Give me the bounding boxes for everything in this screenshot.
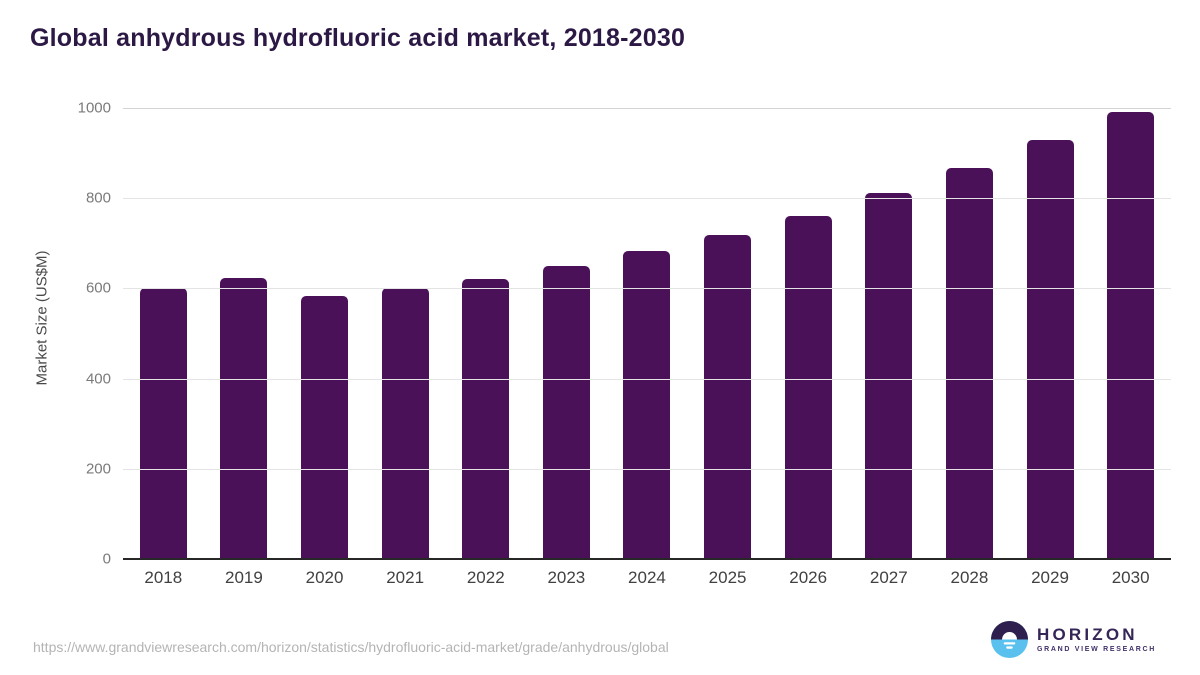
bar-slot-2027 bbox=[848, 108, 929, 559]
y-tick-label-0: 0 bbox=[102, 550, 111, 568]
x-tick-label-2021: 2021 bbox=[386, 568, 425, 587]
footer: https://www.grandviewresearch.com/horizo… bbox=[0, 617, 1200, 675]
bar-2029 bbox=[1026, 140, 1074, 559]
x-tick-label-2030: 2030 bbox=[1111, 568, 1150, 587]
bar-slot-2024 bbox=[607, 108, 688, 559]
bar-2023 bbox=[542, 266, 590, 559]
bar-slot-2026 bbox=[768, 108, 849, 559]
bar-slot-2020 bbox=[284, 108, 365, 559]
gridline-200 bbox=[123, 468, 1171, 470]
logo-name: HORIZON bbox=[1036, 624, 1138, 644]
bar-2018 bbox=[139, 287, 187, 559]
logo-text: HORIZON GRAND VIEW RESEARCH bbox=[1036, 624, 1156, 654]
bar-slot-2019 bbox=[204, 108, 285, 559]
y-axis-title: Market Size (US$M) bbox=[33, 250, 51, 386]
bar-slot-2022 bbox=[445, 108, 526, 559]
bar-slot-2030 bbox=[1090, 108, 1171, 559]
y-tick-label-1000: 1000 bbox=[77, 99, 111, 117]
x-tick-label-2029: 2029 bbox=[1031, 568, 1069, 587]
gridline-1000 bbox=[123, 108, 1171, 109]
bar-2025 bbox=[704, 234, 752, 559]
horizon-logo: HORIZON GRAND VIEW RESEARCH bbox=[990, 621, 1156, 658]
x-tick-label-2025: 2025 bbox=[708, 568, 747, 587]
bar-2030 bbox=[1107, 111, 1155, 559]
x-tick-label-2018: 2018 bbox=[144, 568, 183, 587]
bar-slot-2018 bbox=[123, 108, 204, 559]
bar-2021 bbox=[381, 288, 429, 559]
bar-2024 bbox=[623, 251, 671, 559]
x-tick-label-2020: 2020 bbox=[305, 568, 344, 587]
horizon-sunrise-icon bbox=[990, 621, 1028, 658]
bar-2022 bbox=[462, 278, 510, 559]
source-url: https://www.grandviewresearch.com/horizo… bbox=[33, 639, 669, 655]
gridline-400 bbox=[123, 378, 1171, 380]
x-tick-label-2019: 2019 bbox=[225, 568, 263, 587]
bar-slot-2028 bbox=[929, 108, 1010, 559]
chart-title: Global anhydrous hydrofluoric acid marke… bbox=[30, 24, 686, 52]
bar-slot-2029 bbox=[1010, 108, 1091, 559]
logo-subtitle: GRAND VIEW RESEARCH bbox=[1036, 646, 1156, 654]
bar-slot-2025 bbox=[687, 108, 768, 559]
y-tick-label-800: 800 bbox=[85, 189, 111, 207]
bar-2020 bbox=[301, 295, 349, 559]
plot-area: 0 200 400 600 800 1000 bbox=[78, 100, 1171, 568]
x-tick-label-2022: 2022 bbox=[466, 568, 505, 587]
bar-2019 bbox=[220, 278, 268, 559]
x-tick-label-2028: 2028 bbox=[950, 568, 989, 587]
x-tick-label-2026: 2026 bbox=[789, 568, 828, 587]
x-axis-line bbox=[123, 558, 1171, 560]
y-tick-label-400: 400 bbox=[85, 370, 111, 388]
y-tick-label-200: 200 bbox=[85, 460, 111, 478]
gridline-800 bbox=[123, 198, 1171, 200]
bar-slot-2023 bbox=[526, 108, 607, 559]
bar-2028 bbox=[945, 167, 993, 559]
bar-slot-2021 bbox=[365, 108, 446, 559]
bar-2027 bbox=[865, 193, 913, 559]
x-axis-tick-labels: 2018 2019 2020 2021 2022 2023 2024 2025 2026 2027… bbox=[123, 568, 1171, 588]
x-tick-label-2024: 2024 bbox=[628, 568, 666, 587]
bar-2026 bbox=[784, 215, 832, 559]
bar-series bbox=[123, 108, 1171, 559]
gridline-600 bbox=[123, 288, 1171, 290]
x-tick-label-2027: 2027 bbox=[869, 568, 908, 587]
y-tick-label-600: 600 bbox=[85, 279, 111, 297]
x-tick-label-2023: 2023 bbox=[547, 568, 586, 587]
